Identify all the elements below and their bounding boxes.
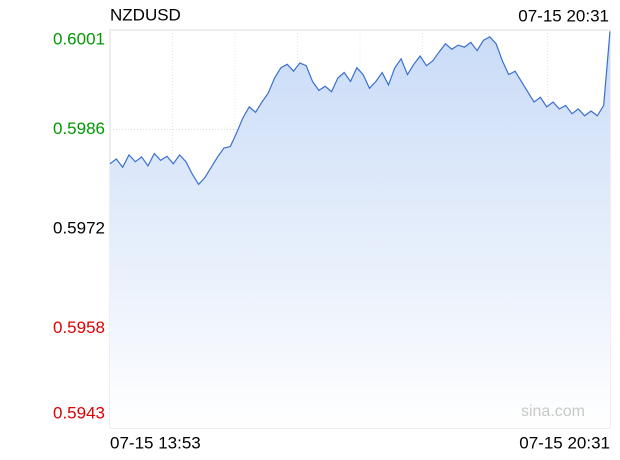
timestamp: 07-15 20:31 [518,6,609,25]
chart-title: NZDUSD [110,5,181,24]
x-tick-label: 07-15 20:31 [519,433,610,452]
y-tick-label: 0.6001 [53,29,105,48]
watermark: sina.com [521,403,585,420]
area [110,31,610,429]
y-tick-label: 0.5972 [53,218,105,237]
price-line [109,31,611,186]
y-tick-label: 0.5943 [53,403,105,422]
x-tick-label: 07-15 13:53 [110,433,201,452]
y-tick-label: 0.5958 [53,318,105,337]
y-tick-label: 0.5986 [53,119,105,138]
